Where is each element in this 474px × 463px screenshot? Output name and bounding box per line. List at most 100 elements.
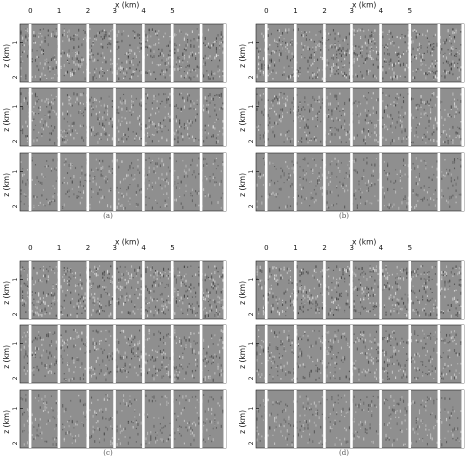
x-axis-label: x (km) bbox=[352, 1, 376, 10]
gather-gap bbox=[294, 390, 297, 448]
gather-gap bbox=[461, 261, 465, 319]
z-axis-label: z (km) bbox=[2, 173, 11, 197]
z-tick-label: 1 bbox=[12, 277, 19, 281]
x-tick-label: 4 bbox=[379, 244, 384, 252]
z-tick-label: 2 bbox=[248, 204, 255, 208]
gather-gap bbox=[199, 261, 203, 319]
gather-gap bbox=[86, 325, 90, 383]
panel-background bbox=[19, 87, 227, 147]
seismic-panel bbox=[255, 324, 465, 384]
seismic-traces bbox=[256, 394, 464, 447]
gather-gap bbox=[294, 153, 297, 211]
z-axis-label: z (km) bbox=[2, 410, 11, 434]
z-tick-label: 1 bbox=[248, 406, 255, 410]
z-tick-label: 2 bbox=[248, 312, 255, 316]
subfigure-caption-b: (b) bbox=[339, 212, 349, 220]
gather-gap bbox=[142, 24, 145, 82]
gather-gap bbox=[408, 153, 412, 211]
seismic-panel bbox=[255, 152, 465, 212]
gather-gap bbox=[323, 390, 326, 448]
gather-gap bbox=[199, 88, 203, 146]
z-tick-label: 2 bbox=[12, 139, 19, 143]
x-tick-label: 4 bbox=[141, 7, 146, 15]
z-axis-label: z (km) bbox=[2, 345, 11, 369]
z-tick-label: 1 bbox=[12, 40, 19, 44]
gather-gap bbox=[223, 325, 227, 383]
z-tick-label: 1 bbox=[248, 40, 255, 44]
z-axis-label: z (km) bbox=[2, 108, 11, 132]
gather-gap bbox=[461, 325, 465, 383]
gather-gap bbox=[223, 153, 227, 211]
x-tick-label: 2 bbox=[86, 244, 90, 252]
x-tick-label: 0 bbox=[28, 7, 32, 15]
gather-gap bbox=[223, 390, 227, 448]
seismic-traces bbox=[20, 394, 225, 447]
gather-gap bbox=[57, 153, 61, 211]
gather-gap bbox=[199, 24, 203, 82]
seismic-panel bbox=[255, 23, 465, 83]
seismic-traces bbox=[256, 28, 464, 81]
seismic-panel bbox=[255, 260, 465, 320]
gather-gap bbox=[142, 325, 145, 383]
seismic-panel bbox=[255, 389, 465, 449]
gather-gap bbox=[437, 88, 441, 146]
gather-gap bbox=[170, 261, 174, 319]
z-tick-label: 2 bbox=[12, 376, 19, 380]
gather-gap bbox=[294, 88, 297, 146]
gather-gap bbox=[86, 24, 90, 82]
gather-gap bbox=[170, 88, 174, 146]
gather-gap bbox=[113, 24, 116, 82]
gather-gap bbox=[223, 24, 227, 82]
gather-gap bbox=[28, 261, 32, 319]
x-axis-label: x (km) bbox=[115, 1, 139, 10]
gather-gap bbox=[408, 390, 412, 448]
gather-gap bbox=[437, 325, 441, 383]
gather-gap bbox=[437, 153, 441, 211]
seismic-panel bbox=[19, 152, 227, 212]
gather-gap bbox=[461, 24, 465, 82]
z-tick-label: 2 bbox=[12, 204, 19, 208]
gather-gap bbox=[264, 261, 268, 319]
gather-gap bbox=[86, 153, 90, 211]
gather-gap bbox=[350, 24, 353, 82]
x-tick-label: 3 bbox=[113, 7, 117, 15]
gather-gap bbox=[294, 325, 297, 383]
seismic-panel bbox=[255, 87, 465, 147]
z-tick-label: 1 bbox=[248, 169, 255, 173]
x-tick-label: 5 bbox=[170, 7, 174, 15]
gather-gap bbox=[379, 24, 382, 82]
x-tick-label: 1 bbox=[293, 7, 297, 15]
x-tick-label: 5 bbox=[408, 7, 412, 15]
z-tick-label: 2 bbox=[12, 75, 19, 79]
seismic-panel bbox=[19, 389, 227, 449]
z-axis-label: z (km) bbox=[238, 44, 247, 68]
gather-gap bbox=[86, 390, 90, 448]
gather-gap bbox=[142, 390, 145, 448]
gather-gap bbox=[379, 88, 382, 146]
gather-gap bbox=[294, 24, 297, 82]
gather-gap bbox=[57, 325, 61, 383]
x-axis-label: x (km) bbox=[115, 238, 139, 247]
gather-gap bbox=[323, 325, 326, 383]
gather-gap bbox=[142, 261, 145, 319]
x-tick-label: 2 bbox=[322, 244, 326, 252]
gather-gap bbox=[28, 325, 32, 383]
z-tick-label: 2 bbox=[248, 75, 255, 79]
x-tick-label: 0 bbox=[264, 7, 268, 15]
x-tick-label: 4 bbox=[379, 7, 384, 15]
x-tick-label: 3 bbox=[349, 7, 353, 15]
z-tick-label: 1 bbox=[12, 341, 19, 345]
panel-background bbox=[19, 389, 227, 449]
gather-gap bbox=[264, 325, 268, 383]
gather-gap bbox=[461, 88, 465, 146]
z-tick-label: 1 bbox=[248, 104, 255, 108]
gather-gap bbox=[379, 390, 382, 448]
seismic-panel bbox=[19, 260, 227, 320]
gather-gap bbox=[437, 261, 441, 319]
subfigure-caption-d: (d) bbox=[339, 449, 349, 457]
z-axis-label: z (km) bbox=[238, 173, 247, 197]
subfigure-a: 0 1 2 3 4 5x (km)z (km)12z (km)12z (km)12 bbox=[2, 1, 227, 212]
x-tick-label: 1 bbox=[57, 7, 61, 15]
gather-gap bbox=[86, 88, 90, 146]
